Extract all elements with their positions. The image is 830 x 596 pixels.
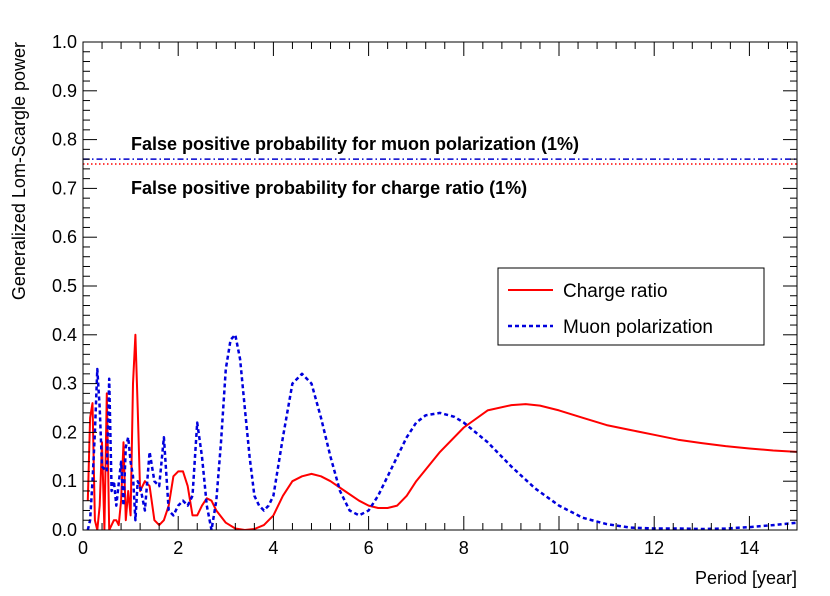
series-line-muon-polarization [86,333,797,530]
x-axis-label: Period [year] [695,568,797,588]
legend: Charge ratio Muon polarization [497,267,765,346]
threshold-label-muon: False positive probability for muon pola… [131,134,579,154]
y-tick-label: 0.4 [52,325,77,345]
series-layer [86,333,797,530]
y-tick-label: 0.2 [52,422,77,442]
legend-label-charge-ratio: Charge ratio [563,281,668,302]
x-tick-label: 12 [644,538,664,558]
x-tick-label: 8 [459,538,469,558]
y-tick-label: 0.3 [52,374,77,394]
axes-layer: 0 2 4 6 8 10 12 14 0.0 0.1 0.2 0.3 0.4 0.5 0.6 0.7 0.8 0.… [52,32,798,558]
y-tick-label: 0.7 [52,178,77,198]
y-tick-label: 1.0 [52,32,77,52]
y-tick-label: 0.6 [52,227,77,247]
y-tick-label: 0.1 [52,471,77,491]
y-tick-label: 0.9 [52,81,77,101]
legend-box [497,267,765,346]
x-tick-label: 0 [78,538,88,558]
x-tick-label: 4 [268,538,278,558]
y-tick-label: 0.8 [52,130,77,150]
x-tick-label: 6 [364,538,374,558]
series-line-charge-ratio [86,333,797,530]
x-tick-label: 10 [549,538,569,558]
threshold-label-charge: False positive probability for charge ra… [131,178,527,198]
x-tick-label: 14 [739,538,759,558]
x-tick-label: 2 [173,538,183,558]
y-tick-label: 0.5 [52,276,77,296]
y-tick-label: 0.0 [52,520,77,540]
threshold-layer [83,158,797,165]
legend-label-muon-polarization: Muon polarization [563,317,713,338]
y-axis-label: Generalized Lom-Scargle power [9,42,29,300]
